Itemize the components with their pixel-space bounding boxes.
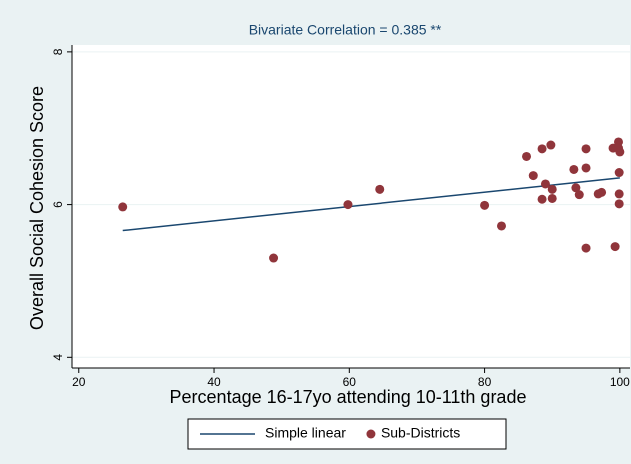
legend-label: Simple linear <box>265 425 346 441</box>
legend-label: Sub-Districts <box>381 425 460 441</box>
legend-swatch <box>366 429 376 439</box>
y-axis-label: Overall Social Cohesion Score <box>27 86 47 330</box>
point <box>540 179 550 189</box>
x-tick-label: 40 <box>207 375 221 389</box>
point <box>496 221 506 231</box>
point <box>614 168 624 178</box>
point <box>547 184 557 194</box>
point <box>118 202 128 212</box>
point <box>597 187 607 197</box>
x-axis-label: Percentage 16-17yo attending 10-11th gra… <box>170 387 527 407</box>
fit-line <box>122 177 620 232</box>
point <box>269 253 279 263</box>
point <box>522 151 532 161</box>
point <box>343 200 353 210</box>
y-tick-label: 6 <box>51 201 65 208</box>
point <box>537 194 547 204</box>
point <box>581 163 591 173</box>
point <box>528 171 538 181</box>
y-tick-label: 8 <box>51 48 65 55</box>
point <box>375 184 385 194</box>
point <box>546 140 556 150</box>
chart-title: Bivariate Correlation = 0.385 ** <box>249 22 442 38</box>
point <box>581 144 591 154</box>
point <box>571 183 581 193</box>
point <box>581 243 591 253</box>
point <box>615 147 625 157</box>
point <box>614 189 624 199</box>
point <box>610 242 620 252</box>
point <box>537 144 547 154</box>
point <box>574 190 584 200</box>
x-tick-label: 80 <box>478 375 492 389</box>
x-tick-label: 60 <box>343 375 357 389</box>
point <box>480 200 490 210</box>
x-tick-label: 20 <box>72 375 86 389</box>
x-tick-label: 100 <box>610 375 630 389</box>
point <box>547 193 557 203</box>
point <box>614 199 624 209</box>
y-tick-label: 4 <box>51 354 65 361</box>
point <box>569 164 579 174</box>
